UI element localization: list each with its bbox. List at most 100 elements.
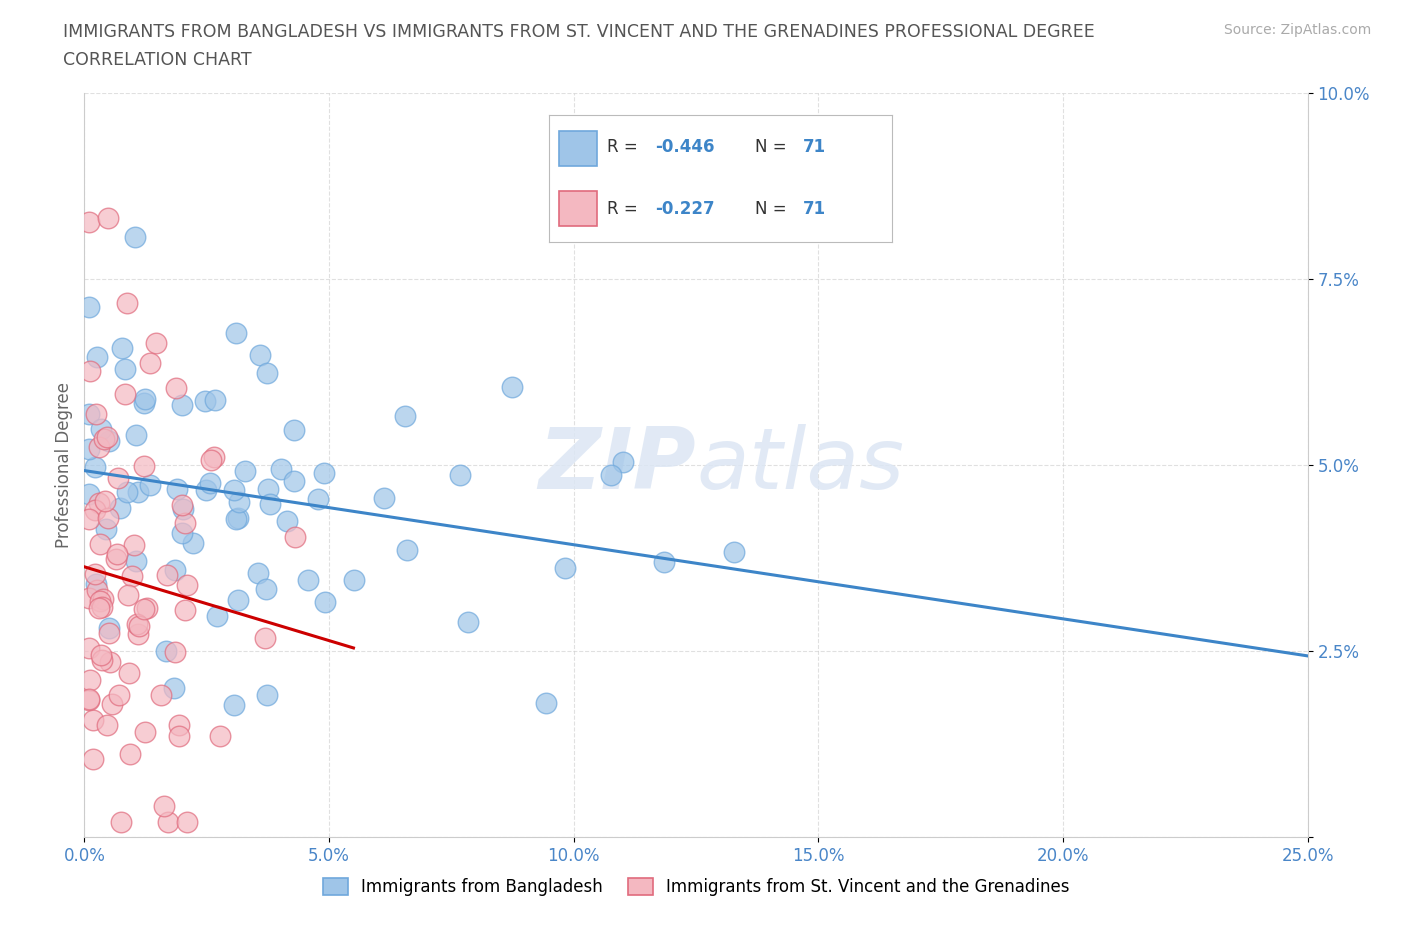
- Point: [394, 408, 416, 423]
- Text: CORRELATION CHART: CORRELATION CHART: [63, 51, 252, 69]
- Y-axis label: Professional Degree: Professional Degree: [55, 382, 73, 548]
- Point: [108, 500, 131, 515]
- Point: [194, 393, 217, 408]
- Point: [343, 573, 366, 588]
- Legend: Immigrants from Bangladesh, Immigrants from St. Vincent and the Grenadines: Immigrants from Bangladesh, Immigrants f…: [316, 871, 1076, 903]
- Point: [162, 681, 184, 696]
- Point: [98, 433, 121, 448]
- Point: [139, 478, 162, 493]
- Point: [127, 626, 149, 641]
- Point: [314, 594, 336, 609]
- Point: [77, 214, 100, 229]
- Point: [134, 392, 156, 406]
- Point: [176, 815, 198, 830]
- Point: [249, 348, 271, 363]
- Point: [254, 631, 277, 646]
- Point: [166, 482, 188, 497]
- Point: [247, 565, 270, 580]
- Point: [90, 647, 112, 662]
- Point: [98, 620, 121, 635]
- Point: [127, 617, 149, 631]
- Point: [86, 350, 108, 365]
- Point: [208, 728, 231, 743]
- Point: [457, 614, 479, 629]
- Point: [128, 618, 150, 633]
- Point: [82, 751, 104, 766]
- Point: [94, 522, 117, 537]
- Point: [224, 483, 246, 498]
- Point: [101, 697, 124, 711]
- Point: [91, 591, 114, 606]
- Point: [90, 600, 112, 615]
- Point: [96, 430, 118, 445]
- Point: [84, 502, 107, 517]
- Point: [226, 511, 249, 525]
- Point: [173, 516, 195, 531]
- Point: [118, 666, 141, 681]
- Point: [170, 526, 193, 541]
- Point: [145, 336, 167, 351]
- Point: [181, 536, 204, 551]
- Point: [97, 626, 120, 641]
- Point: [132, 395, 155, 410]
- Point: [156, 815, 179, 830]
- Point: [156, 567, 179, 582]
- Point: [77, 512, 100, 526]
- Point: [107, 687, 129, 702]
- Point: [82, 712, 104, 727]
- Text: atlas: atlas: [696, 423, 904, 507]
- Point: [125, 427, 148, 442]
- Point: [200, 452, 222, 467]
- Point: [283, 473, 305, 488]
- Point: [89, 593, 111, 608]
- Text: IMMIGRANTS FROM BANGLADESH VS IMMIGRANTS FROM ST. VINCENT AND THE GRENADINES PRO: IMMIGRANTS FROM BANGLADESH VS IMMIGRANTS…: [63, 23, 1095, 41]
- Point: [120, 747, 142, 762]
- Point: [297, 573, 319, 588]
- Point: [84, 577, 107, 591]
- Point: [77, 591, 100, 605]
- Point: [90, 422, 112, 437]
- Point: [167, 718, 190, 733]
- Point: [228, 592, 250, 607]
- Point: [284, 530, 307, 545]
- Point: [117, 588, 139, 603]
- Point: [77, 641, 100, 656]
- Point: [257, 481, 280, 496]
- Point: [233, 463, 256, 478]
- Point: [554, 561, 576, 576]
- Point: [205, 608, 228, 623]
- Point: [115, 295, 138, 310]
- Point: [225, 326, 247, 340]
- Point: [77, 441, 100, 456]
- Point: [155, 644, 177, 658]
- Point: [104, 551, 127, 566]
- Point: [125, 553, 148, 568]
- Point: [652, 554, 675, 569]
- Point: [150, 688, 173, 703]
- Point: [107, 471, 129, 485]
- Point: [396, 543, 419, 558]
- Point: [89, 537, 111, 551]
- Point: [77, 299, 100, 314]
- Point: [225, 512, 247, 526]
- Point: [534, 696, 557, 711]
- Point: [77, 406, 100, 421]
- Point: [79, 364, 101, 379]
- Point: [97, 211, 120, 226]
- Point: [86, 582, 108, 597]
- Point: [127, 485, 149, 499]
- Point: [373, 490, 395, 505]
- Point: [87, 440, 110, 455]
- Point: [163, 563, 186, 578]
- Point: [167, 729, 190, 744]
- Point: [115, 485, 138, 499]
- Point: [276, 514, 298, 529]
- Point: [111, 340, 134, 355]
- Point: [222, 698, 245, 712]
- Point: [96, 717, 118, 732]
- Point: [110, 815, 132, 830]
- Point: [79, 672, 101, 687]
- Point: [204, 392, 226, 407]
- Point: [91, 652, 114, 667]
- Point: [87, 601, 110, 616]
